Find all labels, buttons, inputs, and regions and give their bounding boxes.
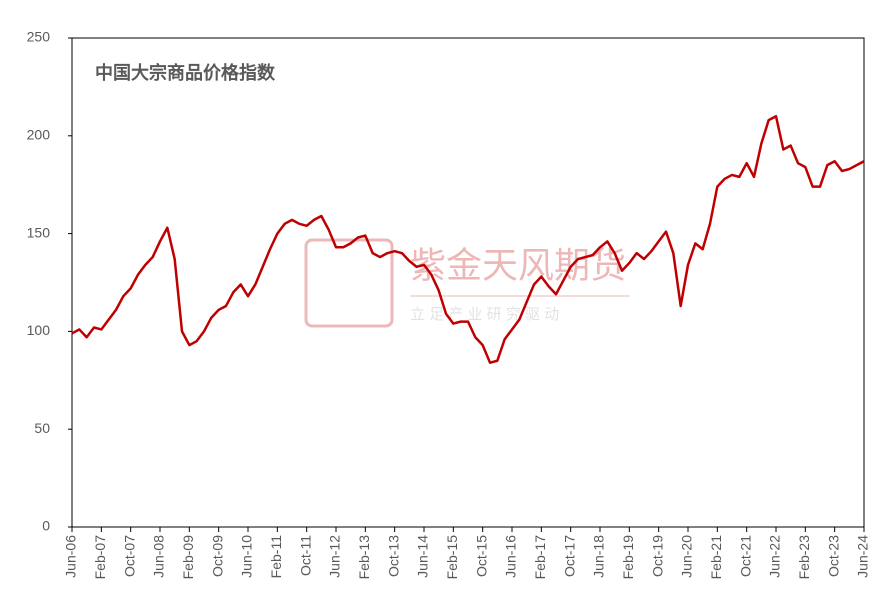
x-tick-label: Feb-09 xyxy=(180,535,196,580)
x-tick-label: Oct-09 xyxy=(209,535,225,577)
x-tick-label: Feb-21 xyxy=(708,535,724,580)
watermark-slogan: 立 足 产 业 研 究 驱 动 xyxy=(410,306,559,323)
x-tick-label: Oct-13 xyxy=(385,535,401,577)
x-tick-label: Jun-24 xyxy=(855,535,871,578)
y-tick-label: 250 xyxy=(27,29,51,45)
x-tick-label: Feb-23 xyxy=(796,535,812,580)
x-tick-label: Jun-06 xyxy=(63,535,79,578)
x-tick-label: Jun-18 xyxy=(591,535,607,578)
watermark-logo xyxy=(304,238,394,328)
x-tick-label: Jun-12 xyxy=(327,535,343,578)
y-tick-label: 50 xyxy=(34,420,50,436)
x-tick-label: Oct-23 xyxy=(825,535,841,577)
y-tick-label: 0 xyxy=(42,518,50,534)
x-tick-label: Oct-21 xyxy=(737,535,753,577)
line-series xyxy=(71,114,865,364)
x-tick-label: Jun-10 xyxy=(239,535,255,578)
x-tick-label: Oct-15 xyxy=(473,535,489,577)
x-tick-label: Jun-22 xyxy=(767,535,783,578)
x-tick-label: Oct-07 xyxy=(121,535,137,577)
x-tick-label: Feb-13 xyxy=(356,535,372,580)
x-tick-label: Jun-08 xyxy=(151,535,167,578)
x-tick-label: Oct-11 xyxy=(297,535,313,576)
y-tick-label: 150 xyxy=(27,224,51,240)
x-tick-label: Feb-07 xyxy=(92,535,108,580)
x-tick-label: Jun-20 xyxy=(679,535,695,578)
watermark-brand: 紫金天风期货 xyxy=(410,245,626,286)
x-tick-label: Feb-11 xyxy=(268,535,284,579)
plot-frame xyxy=(71,37,865,528)
x-tick-label: Feb-19 xyxy=(620,535,636,580)
chart-title: 中国大宗商品价格指数 xyxy=(95,62,276,83)
y-tick-label: 100 xyxy=(27,322,51,338)
y-tick-label: 200 xyxy=(27,127,51,143)
x-tick-label: Feb-17 xyxy=(532,535,548,580)
x-tick-label: Oct-17 xyxy=(561,535,577,577)
x-tick-label: Oct-19 xyxy=(649,535,665,577)
x-tick-label: Jun-14 xyxy=(415,535,431,578)
x-tick-label: Feb-15 xyxy=(444,535,460,580)
x-tick-label: Jun-16 xyxy=(503,535,519,578)
watermark: 紫金天风期货 立 足 产 业 研 究 驱 动 xyxy=(304,238,630,328)
